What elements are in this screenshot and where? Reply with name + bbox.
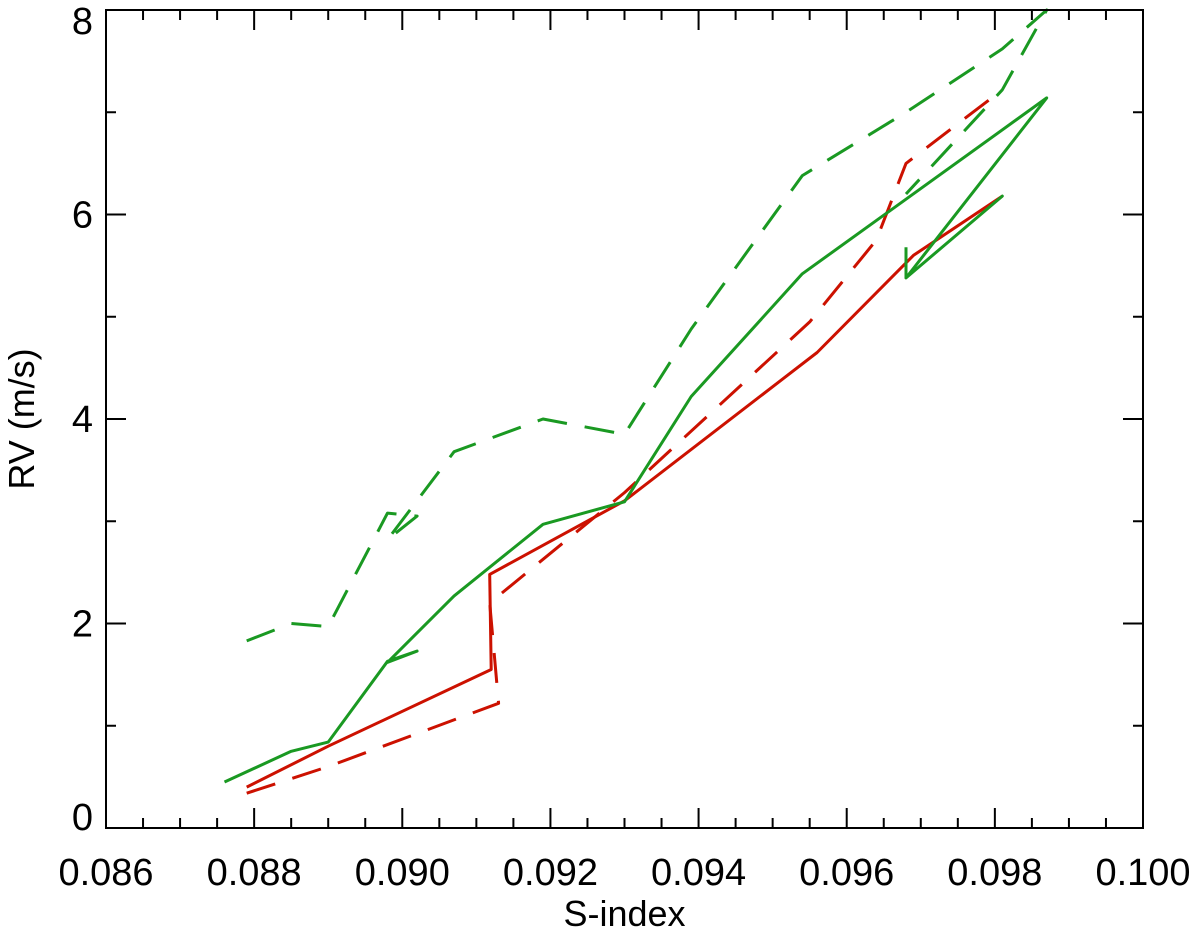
y-tick-label: 8 <box>72 1 93 43</box>
y-tick-label: 2 <box>72 604 93 646</box>
y-tick-label: 0 <box>72 797 93 839</box>
x-tick-label: 0.094 <box>651 852 746 894</box>
series-line-red-solid <box>246 194 1004 789</box>
plot-frame <box>105 9 1144 829</box>
y-axis-title: RV (m/s) <box>1 348 42 489</box>
x-tick-label: 0.098 <box>947 852 1042 894</box>
x-tick-label: 0.092 <box>503 852 598 894</box>
series-layer <box>223 8 1049 795</box>
y-tick-label: 6 <box>72 195 93 237</box>
x-tick-label: 0.096 <box>799 852 894 894</box>
x-tick-label: 0.090 <box>355 852 450 894</box>
ticks-layer <box>105 9 1144 829</box>
y-tick-label: 4 <box>72 399 93 441</box>
series-line-green-solid <box>223 96 1049 784</box>
tick-labels-layer: 0.086 0.088 0.090 0.092 0.094 0.096 0.098 0.100… <box>58 1 1190 894</box>
x-tick-label: 0.088 <box>207 852 302 894</box>
series-line-red-dashed <box>246 88 1004 795</box>
series-line-green-dashed <box>246 8 1049 643</box>
x-axis-title: S-index <box>563 893 685 934</box>
x-tick-label: 0.086 <box>58 852 153 894</box>
x-tick-label: 0.100 <box>1095 852 1190 894</box>
